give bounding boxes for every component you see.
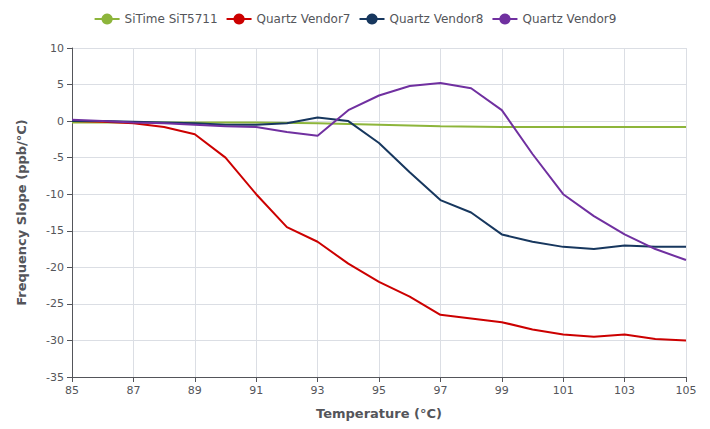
svg-text:85: 85 [65, 384, 79, 397]
svg-text:-20: -20 [46, 261, 64, 274]
svg-text:103: 103 [614, 384, 635, 397]
svg-text:-35: -35 [46, 371, 64, 384]
svg-text:99: 99 [495, 384, 509, 397]
svg-text:93: 93 [311, 384, 325, 397]
svg-text:Quartz Vendor9: Quartz Vendor9 [522, 12, 616, 26]
svg-text:Quartz Vendor7: Quartz Vendor7 [257, 12, 351, 26]
svg-text:101: 101 [553, 384, 574, 397]
svg-text:89: 89 [188, 384, 202, 397]
svg-text:105: 105 [676, 384, 697, 397]
svg-text:10: 10 [50, 42, 64, 55]
svg-text:Quartz Vendor8: Quartz Vendor8 [390, 12, 484, 26]
svg-text:Temperature (°C): Temperature (°C) [316, 406, 442, 421]
svg-text:87: 87 [126, 384, 140, 397]
svg-text:91: 91 [249, 384, 263, 397]
svg-text:0: 0 [57, 115, 64, 128]
svg-text:-15: -15 [46, 224, 64, 237]
svg-text:-10: -10 [46, 188, 64, 201]
svg-text:97: 97 [433, 384, 447, 397]
svg-text:95: 95 [372, 384, 386, 397]
svg-text:Frequency Slope (ppb/°C): Frequency Slope (ppb/°C) [14, 119, 29, 306]
svg-text:SiTime SiT5711: SiTime SiT5711 [125, 12, 218, 26]
svg-text:5: 5 [57, 78, 64, 91]
svg-text:-5: -5 [53, 151, 64, 164]
svg-text:-30: -30 [46, 334, 64, 347]
svg-text:-25: -25 [46, 297, 64, 310]
